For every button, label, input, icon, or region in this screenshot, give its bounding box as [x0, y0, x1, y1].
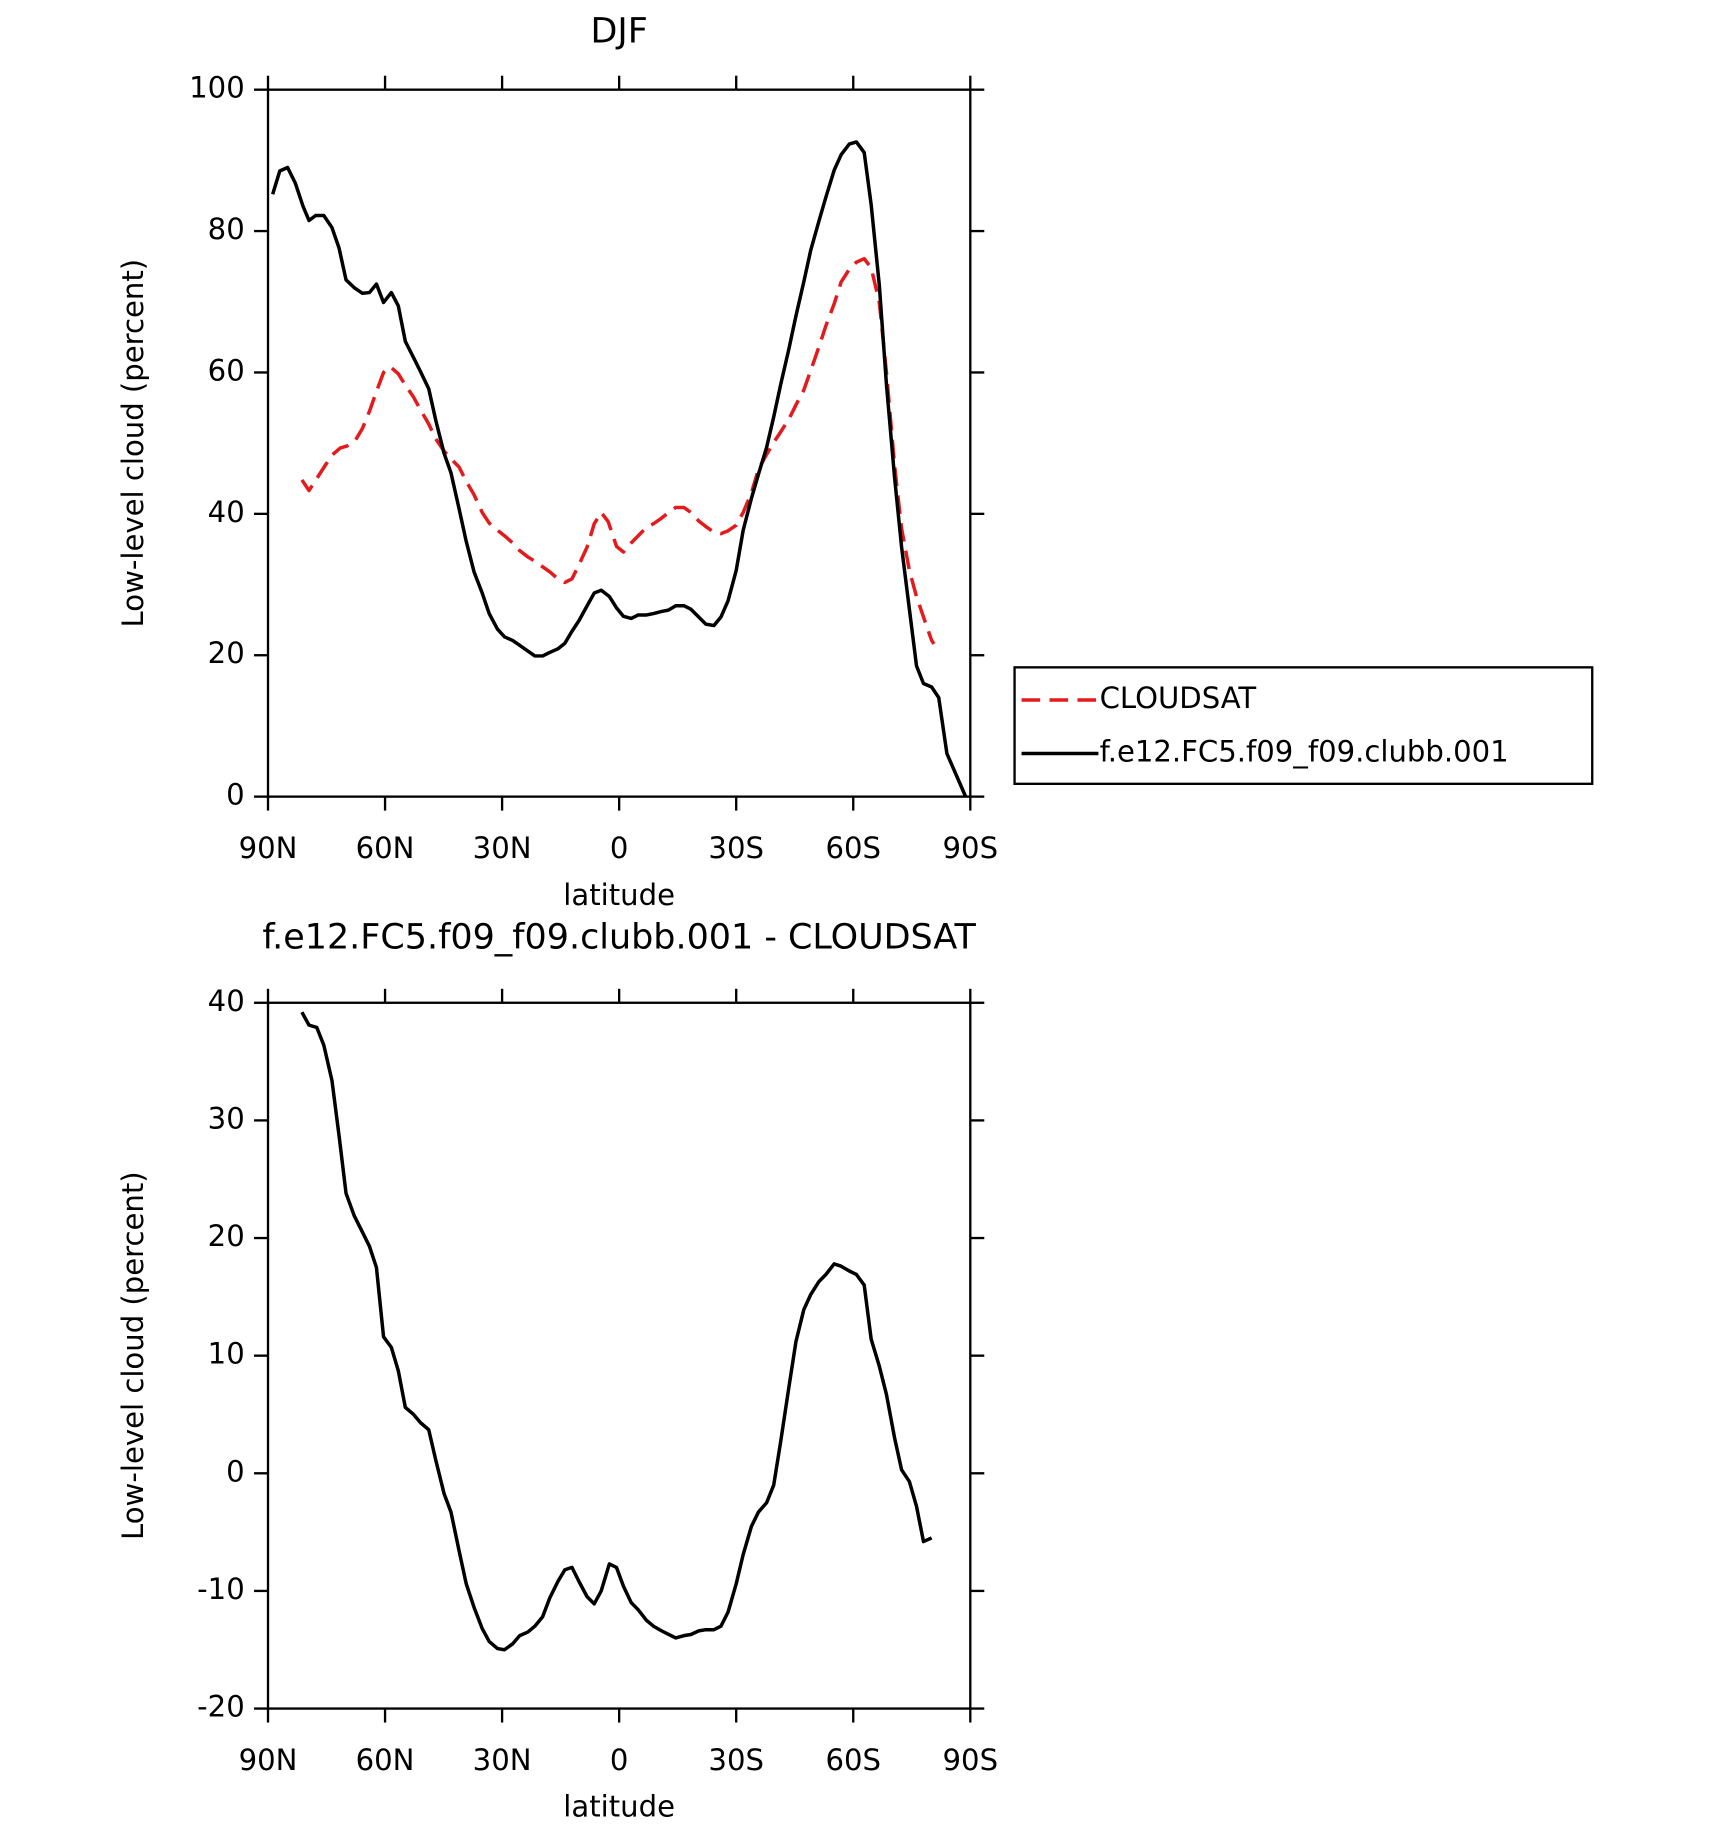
y-tick-label: -10 [197, 1572, 245, 1606]
y-tick-label: -20 [197, 1690, 245, 1724]
x-tick-label: 30N [473, 1743, 532, 1777]
x-tick-label: 30S [708, 831, 764, 865]
data-line [300, 1011, 933, 1652]
legend-box [1013, 666, 1594, 785]
y-axis-label: Low-level cloud (percent) [116, 1171, 150, 1540]
legend-label: f.e12.FC5.f09_f09.clubb.001 [1100, 735, 1509, 769]
y-tick-label: 40 [208, 984, 245, 1018]
plot-frame [266, 1001, 972, 1710]
x-axis-label: latitude [563, 878, 675, 912]
x-tick-label: 90S [943, 831, 999, 865]
x-tick-label: 60N [356, 831, 415, 865]
y-axis-label: Low-level cloud (percent) [116, 259, 150, 628]
x-tick-label: 60N [356, 1743, 415, 1777]
x-axis-label: latitude [563, 1790, 675, 1824]
chart-title: f.e12.FC5.f09_f09.clubb.001 - CLOUDSAT [262, 918, 976, 958]
x-tick-label: 30N [473, 831, 532, 865]
data-line [270, 140, 968, 798]
legend-label: CLOUDSAT [1100, 681, 1257, 715]
y-tick-label: 80 [208, 212, 245, 246]
x-tick-label: 90N [239, 1743, 298, 1777]
data-line [300, 256, 936, 645]
x-tick-label: 0 [610, 1743, 629, 1777]
y-tick-label: 0 [226, 778, 245, 812]
y-tick-label: 30 [208, 1101, 245, 1135]
x-tick-label: 30S [708, 1743, 764, 1777]
x-tick-label: 60S [825, 1743, 881, 1777]
y-tick-label: 20 [208, 636, 245, 670]
y-tick-label: 40 [208, 495, 245, 529]
y-tick-label: 60 [208, 353, 245, 387]
x-tick-label: 60S [825, 831, 881, 865]
chart-title: DJF [591, 12, 648, 52]
y-tick-label: 0 [226, 1454, 245, 1488]
x-tick-label: 0 [610, 831, 629, 865]
y-tick-label: 10 [208, 1337, 245, 1371]
x-tick-label: 90N [239, 831, 298, 865]
y-tick-label: 20 [208, 1219, 245, 1253]
plot-frame [266, 88, 972, 798]
y-tick-label: 100 [189, 71, 245, 105]
x-tick-label: 90S [943, 1743, 999, 1777]
